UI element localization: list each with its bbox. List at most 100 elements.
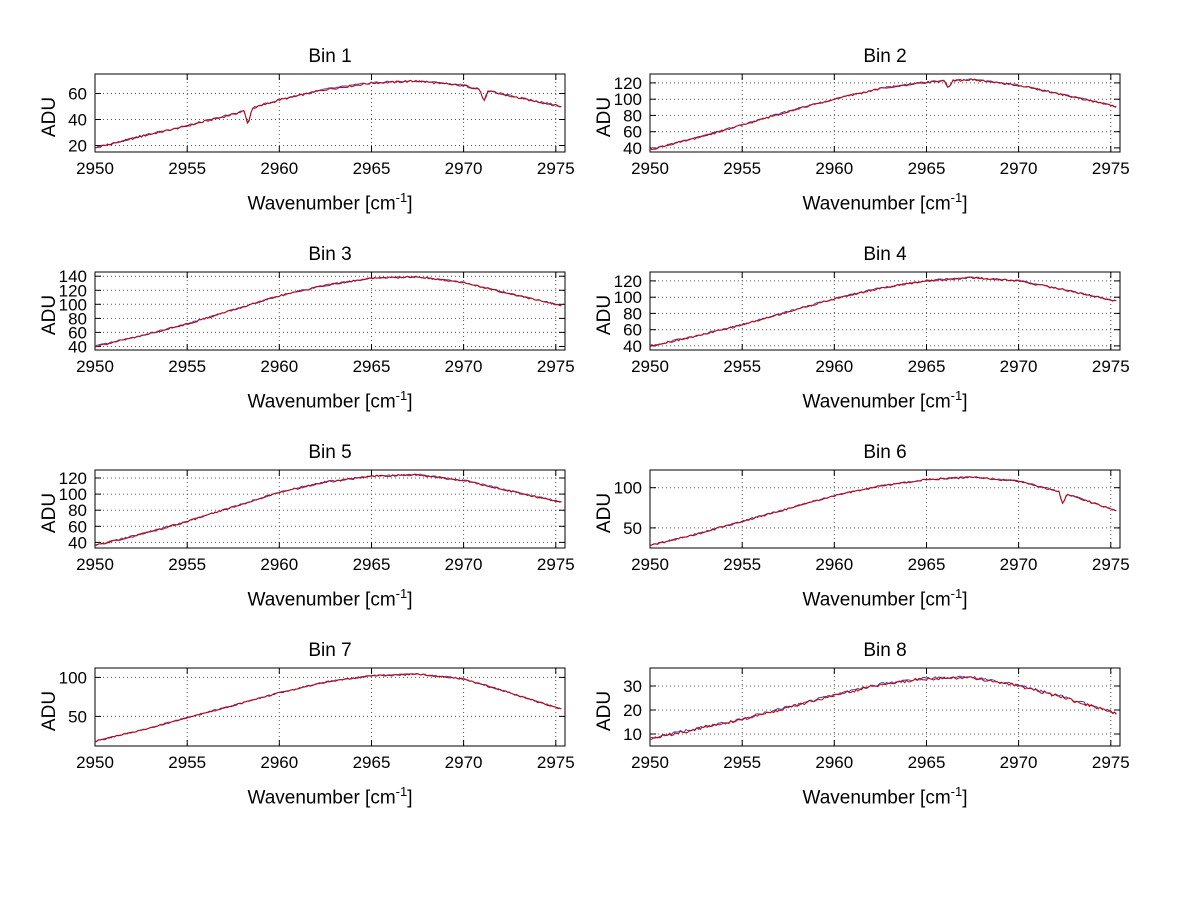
x-axis-label-text: Wavenumber [cm xyxy=(247,193,396,215)
svg-text:2960: 2960 xyxy=(260,159,298,178)
svg-text:2955: 2955 xyxy=(723,159,761,178)
trace-secondary xyxy=(649,78,1117,150)
x-axis-label: Wavenumber [cm-1] xyxy=(650,388,1120,413)
x-axis-label-close: ] xyxy=(962,589,968,611)
x-axis-label: Wavenumber [cm-1] xyxy=(95,388,565,413)
trace-primary xyxy=(649,276,1117,347)
svg-text:2950: 2950 xyxy=(631,357,669,376)
svg-text:2955: 2955 xyxy=(723,753,761,772)
x-axis-label-text: Wavenumber [cm xyxy=(802,391,951,413)
svg-text:2975: 2975 xyxy=(1092,555,1130,574)
svg-text:2955: 2955 xyxy=(723,357,761,376)
subplot-bin-4: Bin 4 ADU 2950 2955 2960 2965 2970 2975 40 60 80… xyxy=(555,242,1155,440)
plot-axes: 2950 2955 2960 2965 2970 2975 10 20 30 xyxy=(623,667,1130,772)
subplot-title: Bin 1 xyxy=(308,46,352,67)
trace-primary xyxy=(94,275,562,348)
svg-text:2970: 2970 xyxy=(445,555,483,574)
svg-text:2965: 2965 xyxy=(908,159,946,178)
svg-text:2950: 2950 xyxy=(631,555,669,574)
svg-text:2960: 2960 xyxy=(260,357,298,376)
trace-secondary xyxy=(649,476,1117,547)
x-axis-label-superscript: -1 xyxy=(950,190,963,205)
svg-text:40: 40 xyxy=(623,139,642,158)
subplot-bin-5: Bin 5 ADU 2950 2955 2960 2965 2970 2975 40 60 80… xyxy=(0,440,600,638)
plot-axes: 2950 2955 2960 2965 2970 2975 50 100 xyxy=(59,667,575,772)
svg-text:2965: 2965 xyxy=(353,555,391,574)
svg-text:2955: 2955 xyxy=(168,357,206,376)
svg-text:2975: 2975 xyxy=(1092,357,1130,376)
x-axis-label-superscript: -1 xyxy=(395,586,408,601)
svg-text:40: 40 xyxy=(623,337,642,356)
subplot-title: Bin 6 xyxy=(863,442,907,463)
svg-text:2970: 2970 xyxy=(1000,159,1038,178)
svg-text:2950: 2950 xyxy=(631,753,669,772)
svg-text:2975: 2975 xyxy=(537,159,575,178)
trace-primary xyxy=(649,476,1117,546)
svg-text:60: 60 xyxy=(623,123,642,142)
svg-text:120: 120 xyxy=(59,281,87,300)
svg-text:100: 100 xyxy=(59,295,87,314)
svg-text:2950: 2950 xyxy=(76,357,114,376)
svg-text:50: 50 xyxy=(68,707,87,726)
svg-text:140: 140 xyxy=(59,268,87,286)
svg-text:2955: 2955 xyxy=(168,555,206,574)
subplot-bin-8: Bin 8 ADU 2950 2955 2960 2965 2970 2975 10 20 30… xyxy=(555,638,1155,836)
x-axis-label-text: Wavenumber [cm xyxy=(247,787,396,809)
svg-text:2970: 2970 xyxy=(1000,357,1038,376)
svg-text:2960: 2960 xyxy=(815,159,853,178)
svg-text:120: 120 xyxy=(614,272,642,291)
svg-text:120: 120 xyxy=(59,469,87,488)
svg-text:2965: 2965 xyxy=(908,753,946,772)
x-axis-label-close: ] xyxy=(407,589,413,611)
subplot-title: Bin 4 xyxy=(863,244,907,265)
svg-text:2950: 2950 xyxy=(76,159,114,178)
x-axis-label: Wavenumber [cm-1] xyxy=(95,190,565,215)
subplot-bin-2: Bin 2 ADU 2950 2955 2960 2965 2970 2975 40 60 80… xyxy=(555,44,1155,242)
plot-axes: 2950 2955 2960 2965 2970 2975 50 100 xyxy=(614,469,1130,574)
svg-text:100: 100 xyxy=(614,288,642,307)
svg-text:2970: 2970 xyxy=(1000,555,1038,574)
svg-text:2955: 2955 xyxy=(168,753,206,772)
trace-secondary xyxy=(94,275,562,347)
svg-text:60: 60 xyxy=(68,85,87,104)
x-axis-label-close: ] xyxy=(407,193,413,215)
x-axis-label-text: Wavenumber [cm xyxy=(802,787,951,809)
svg-text:80: 80 xyxy=(623,106,642,125)
x-axis-label-superscript: -1 xyxy=(950,784,963,799)
x-axis-label-close: ] xyxy=(407,391,413,413)
svg-text:40: 40 xyxy=(68,533,87,552)
svg-text:60: 60 xyxy=(68,323,87,342)
plot-axes: 2950 2955 2960 2965 2970 2975 20 40 60 xyxy=(68,73,575,178)
x-axis-label: Wavenumber [cm-1] xyxy=(650,586,1120,611)
x-axis-label-text: Wavenumber [cm xyxy=(802,589,951,611)
x-axis-label-close: ] xyxy=(962,787,968,809)
svg-text:100: 100 xyxy=(614,479,642,498)
svg-text:80: 80 xyxy=(68,309,87,328)
svg-text:2975: 2975 xyxy=(537,357,575,376)
svg-text:2960: 2960 xyxy=(260,753,298,772)
svg-text:2975: 2975 xyxy=(1092,753,1130,772)
svg-text:2970: 2970 xyxy=(1000,753,1038,772)
svg-text:2950: 2950 xyxy=(76,555,114,574)
svg-text:2950: 2950 xyxy=(76,753,114,772)
svg-text:20: 20 xyxy=(623,701,642,720)
x-axis-label: Wavenumber [cm-1] xyxy=(95,586,565,611)
svg-text:40: 40 xyxy=(68,338,87,357)
x-axis-label-close: ] xyxy=(407,787,413,809)
subplot-bin-6: Bin 6 ADU 2950 2955 2960 2965 2970 2975 50 100 … xyxy=(555,440,1155,638)
x-axis-label-close: ] xyxy=(962,391,968,413)
subplot-bin-1: Bin 1 ADU 2950 2955 2960 2965 2970 2975 20 40 60… xyxy=(0,44,600,242)
svg-text:2970: 2970 xyxy=(445,159,483,178)
x-axis-label-text: Wavenumber [cm xyxy=(802,193,951,215)
x-axis-label: Wavenumber [cm-1] xyxy=(650,784,1120,809)
svg-text:100: 100 xyxy=(59,668,87,687)
svg-text:2975: 2975 xyxy=(537,555,575,574)
x-axis-label: Wavenumber [cm-1] xyxy=(95,784,565,809)
trace-primary xyxy=(94,473,562,547)
svg-text:2975: 2975 xyxy=(537,753,575,772)
trace-primary xyxy=(94,673,562,743)
svg-text:60: 60 xyxy=(623,321,642,340)
x-axis-label-superscript: -1 xyxy=(950,388,963,403)
svg-text:2960: 2960 xyxy=(815,555,853,574)
